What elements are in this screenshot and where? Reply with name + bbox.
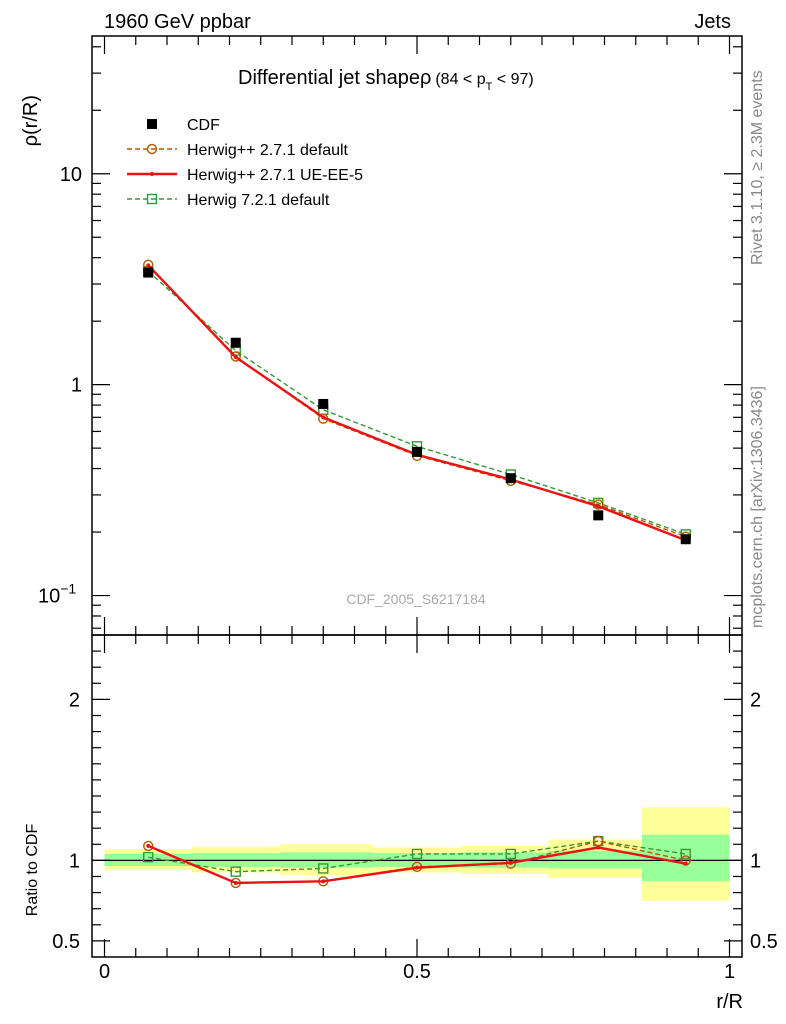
data-point-herwig_ue <box>321 415 326 420</box>
ratio-point-herwig_ue <box>321 879 326 884</box>
data-point-herwig_ue <box>233 355 238 360</box>
header-right-label: Jets <box>694 11 731 33</box>
x-tick-label: 0 <box>99 961 110 983</box>
main-y-tick-label: 1 <box>71 375 82 397</box>
x-tick-label: 0.5 <box>403 961 431 983</box>
series-line-herwig_ue <box>147 264 687 542</box>
ratio-point-herwig_ue <box>596 845 601 850</box>
legend-marker-herwig_ue <box>150 172 154 176</box>
ratio-point-herwig7 <box>230 866 241 877</box>
ratio-point-herwig7 <box>143 851 154 863</box>
data-point-data <box>593 510 604 521</box>
ratio-y-tick-label-right: 2 <box>750 689 761 711</box>
data-point-herwig_ue <box>596 504 601 509</box>
legend-marker-herwig7 <box>146 193 158 205</box>
plot-title-range-sub: T <box>486 81 493 93</box>
plot-title-range: (84 < p <box>435 71 485 88</box>
series-herwig7 <box>143 266 691 540</box>
ratio-plot <box>92 807 742 901</box>
ratio-series-herwig_ue <box>146 843 688 885</box>
data-point-data <box>412 446 422 457</box>
ratio-y-tick-label-right: 1 <box>750 850 761 872</box>
legend-label-herwig7: Herwig 7.2.1 default <box>187 192 330 209</box>
series-herwig_ue <box>146 263 688 543</box>
legend-label-herwig_ue: Herwig++ 2.7.1 UE-EE-5 <box>187 167 363 184</box>
ratio-y-tick-label-left: 1 <box>69 850 80 872</box>
tick-base: 10 <box>38 586 60 608</box>
main-plot <box>143 259 691 545</box>
legend-label-data: CDF <box>187 117 220 134</box>
data-point-herwig_default <box>230 351 241 362</box>
ratio-point-herwig_ue <box>683 861 688 866</box>
mcplots-credit-label: mcplots.cern.ch [arXiv:1306.3436] <box>749 386 766 628</box>
data-point-data <box>318 398 329 409</box>
analysis-watermark: CDF_2005_S6217184 <box>346 591 486 607</box>
tick-base: 10 <box>60 164 82 186</box>
ratio-y-tick-label-right: 0.5 <box>750 931 778 953</box>
ratio-point-herwig7 <box>318 863 329 874</box>
legend-marker-data <box>147 119 157 129</box>
uncertainty-band-inner <box>548 850 642 869</box>
x-tick-label: 1 <box>724 961 735 983</box>
tick-exponent: −1 <box>60 581 76 597</box>
ratio-frame <box>91 634 743 958</box>
ratio-y-axis-title: Ratio to CDF <box>24 824 41 917</box>
series-line-herwig7 <box>147 270 686 536</box>
ratio-point-herwig_ue <box>508 860 513 865</box>
series-line-herwig_default <box>147 264 686 538</box>
series-herwig_default <box>143 259 691 542</box>
data-point-data <box>143 267 154 278</box>
ratio-point-herwig7 <box>680 848 691 860</box>
data-point-data <box>505 473 516 484</box>
plot-title-range-close: < 97) <box>492 71 533 88</box>
legend-marker-herwig_default <box>146 143 158 155</box>
ratio-y-tick-label-left: 2 <box>69 689 80 711</box>
plot-title: Differential jet shapeρ (84 < pT < 97) <box>238 67 534 93</box>
ratio-line-herwig7 <box>148 840 686 873</box>
ratio-y-tick-label-left: 0.5 <box>52 931 80 953</box>
tick-base: 1 <box>71 375 82 397</box>
ratio-point-herwig_default <box>143 840 154 852</box>
ratio-point-herwig7 <box>411 848 423 860</box>
data-point-herwig_ue <box>146 263 151 268</box>
ratio-point-herwig_ue <box>233 880 238 885</box>
main-y-axis-title: ρ(r/R) <box>20 95 42 146</box>
ratio-point-herwig_ue <box>146 843 151 848</box>
header-left-label: 1960 GeV ppbar <box>104 11 251 33</box>
legend: CDF Herwig++ 2.7.1 default Herwig++ 2.7.1 … <box>127 117 363 209</box>
legend-label-herwig_default: Herwig++ 2.7.1 default <box>187 142 349 159</box>
data-point-data <box>230 337 241 348</box>
main-y-tick-label: 10 <box>60 164 82 186</box>
plot-title-main: Differential jet shapeρ <box>238 67 431 89</box>
ratio-point-herwig_ue <box>415 865 419 870</box>
main-y-tick-label: 10−1 <box>38 581 76 608</box>
series-data <box>143 267 691 545</box>
rivet-version-label: Rivet 3.1.10, ≥ 2.3M events <box>749 70 766 265</box>
data-point-data <box>680 534 691 545</box>
x-axis-title: r/R <box>716 991 743 1013</box>
